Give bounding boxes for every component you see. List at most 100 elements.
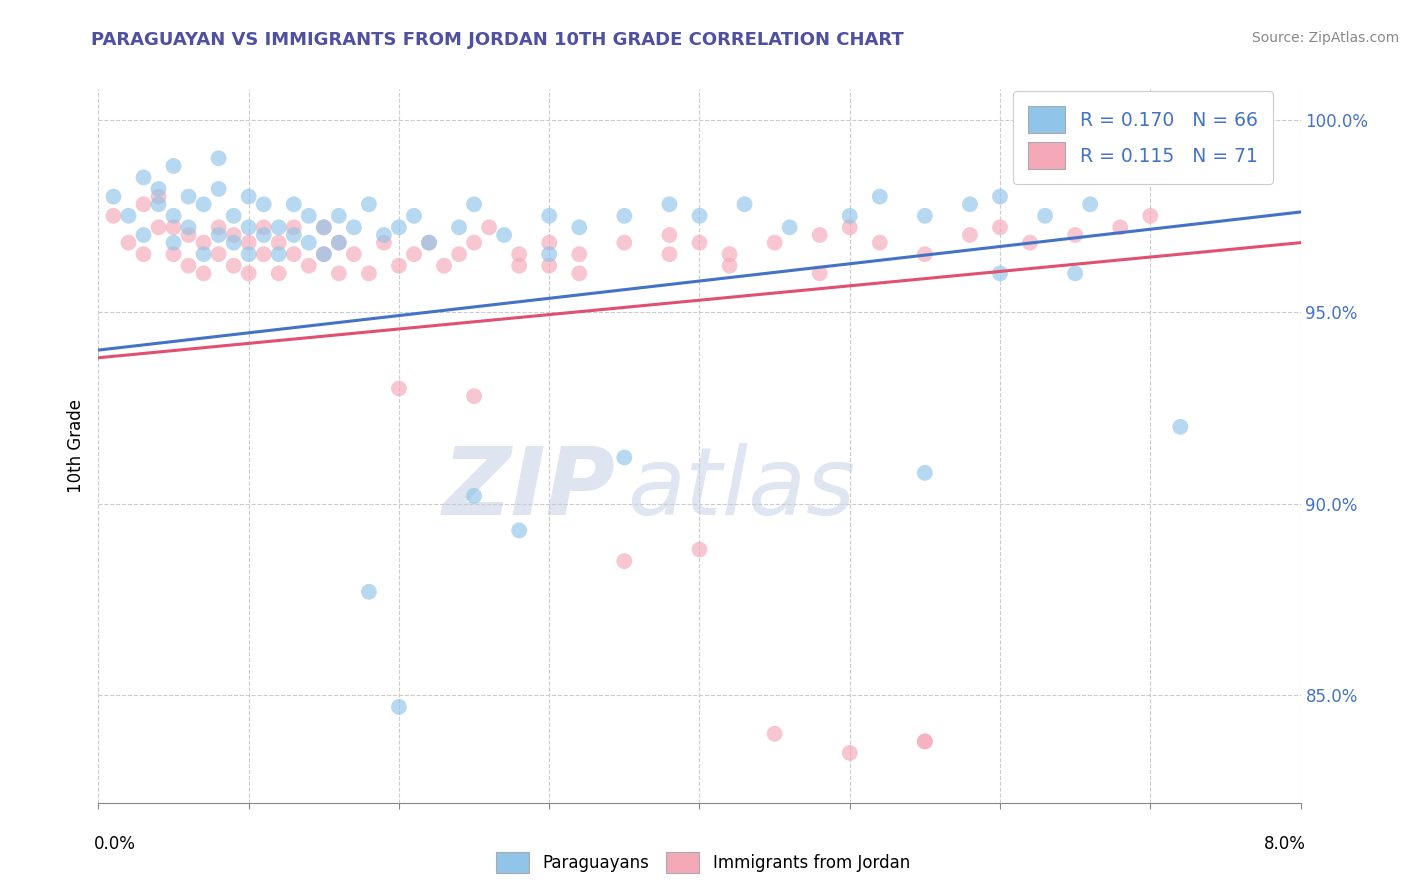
Point — [959, 227, 981, 242]
Point — [103, 209, 125, 223]
Point — [402, 209, 425, 223]
Point — [478, 220, 501, 235]
Point — [148, 189, 170, 203]
Point — [463, 235, 485, 250]
Point — [988, 220, 1011, 235]
Point — [388, 381, 411, 395]
Point — [1019, 235, 1042, 250]
Point — [328, 235, 350, 250]
Point — [373, 235, 395, 250]
Point — [132, 170, 155, 185]
Point — [538, 247, 561, 261]
Point — [447, 247, 470, 261]
Point — [838, 220, 860, 235]
Point — [808, 227, 831, 242]
Point — [162, 159, 184, 173]
Text: PARAGUAYAN VS IMMIGRANTS FROM JORDAN 10TH GRADE CORRELATION CHART: PARAGUAYAN VS IMMIGRANTS FROM JORDAN 10T… — [91, 31, 904, 49]
Point — [988, 189, 1011, 203]
Text: atlas: atlas — [627, 443, 856, 534]
Text: Source: ZipAtlas.com: Source: ZipAtlas.com — [1251, 31, 1399, 45]
Point — [283, 227, 305, 242]
Point — [763, 727, 786, 741]
Text: 8.0%: 8.0% — [1264, 835, 1305, 853]
Point — [718, 259, 741, 273]
Legend: Paraguayans, Immigrants from Jordan: Paraguayans, Immigrants from Jordan — [489, 846, 917, 880]
Point — [658, 227, 681, 242]
Point — [433, 259, 456, 273]
Point — [538, 235, 561, 250]
Point — [658, 247, 681, 261]
Point — [177, 220, 200, 235]
Point — [613, 554, 636, 568]
Point — [267, 266, 290, 280]
Point — [328, 209, 350, 223]
Point — [538, 259, 561, 273]
Point — [162, 247, 184, 261]
Point — [869, 189, 891, 203]
Point — [267, 247, 290, 261]
Point — [238, 220, 260, 235]
Point — [613, 235, 636, 250]
Point — [343, 220, 366, 235]
Point — [222, 227, 245, 242]
Point — [688, 235, 710, 250]
Point — [312, 220, 335, 235]
Point — [538, 209, 561, 223]
Point — [463, 389, 485, 403]
Point — [568, 266, 591, 280]
Point — [238, 189, 260, 203]
Point — [328, 266, 350, 280]
Point — [447, 220, 470, 235]
Point — [208, 227, 231, 242]
Point — [388, 259, 411, 273]
Point — [357, 584, 380, 599]
Y-axis label: 10th Grade: 10th Grade — [66, 399, 84, 493]
Point — [208, 151, 231, 165]
Point — [193, 266, 215, 280]
Point — [253, 220, 276, 235]
Point — [267, 220, 290, 235]
Point — [253, 247, 276, 261]
Point — [568, 247, 591, 261]
Point — [688, 209, 710, 223]
Point — [283, 247, 305, 261]
Point — [357, 197, 380, 211]
Point — [177, 189, 200, 203]
Point — [763, 235, 786, 250]
Point — [312, 247, 335, 261]
Point — [222, 235, 245, 250]
Point — [838, 209, 860, 223]
Point — [508, 259, 530, 273]
Point — [1139, 209, 1161, 223]
Point — [193, 247, 215, 261]
Point — [779, 220, 801, 235]
Point — [508, 524, 530, 538]
Point — [177, 227, 200, 242]
Point — [162, 209, 184, 223]
Point — [162, 235, 184, 250]
Point — [988, 266, 1011, 280]
Point — [869, 235, 891, 250]
Point — [193, 197, 215, 211]
Point — [298, 209, 321, 223]
Point — [688, 542, 710, 557]
Point — [1168, 419, 1191, 434]
Point — [1064, 227, 1087, 242]
Point — [238, 266, 260, 280]
Point — [658, 197, 681, 211]
Point — [959, 197, 981, 211]
Point — [208, 247, 231, 261]
Point — [418, 235, 440, 250]
Point — [494, 227, 516, 242]
Point — [208, 220, 231, 235]
Point — [508, 247, 530, 261]
Point — [298, 259, 321, 273]
Point — [283, 220, 305, 235]
Point — [177, 259, 200, 273]
Point — [117, 235, 139, 250]
Point — [132, 247, 155, 261]
Point — [238, 247, 260, 261]
Point — [808, 266, 831, 280]
Point — [463, 197, 485, 211]
Point — [1064, 266, 1087, 280]
